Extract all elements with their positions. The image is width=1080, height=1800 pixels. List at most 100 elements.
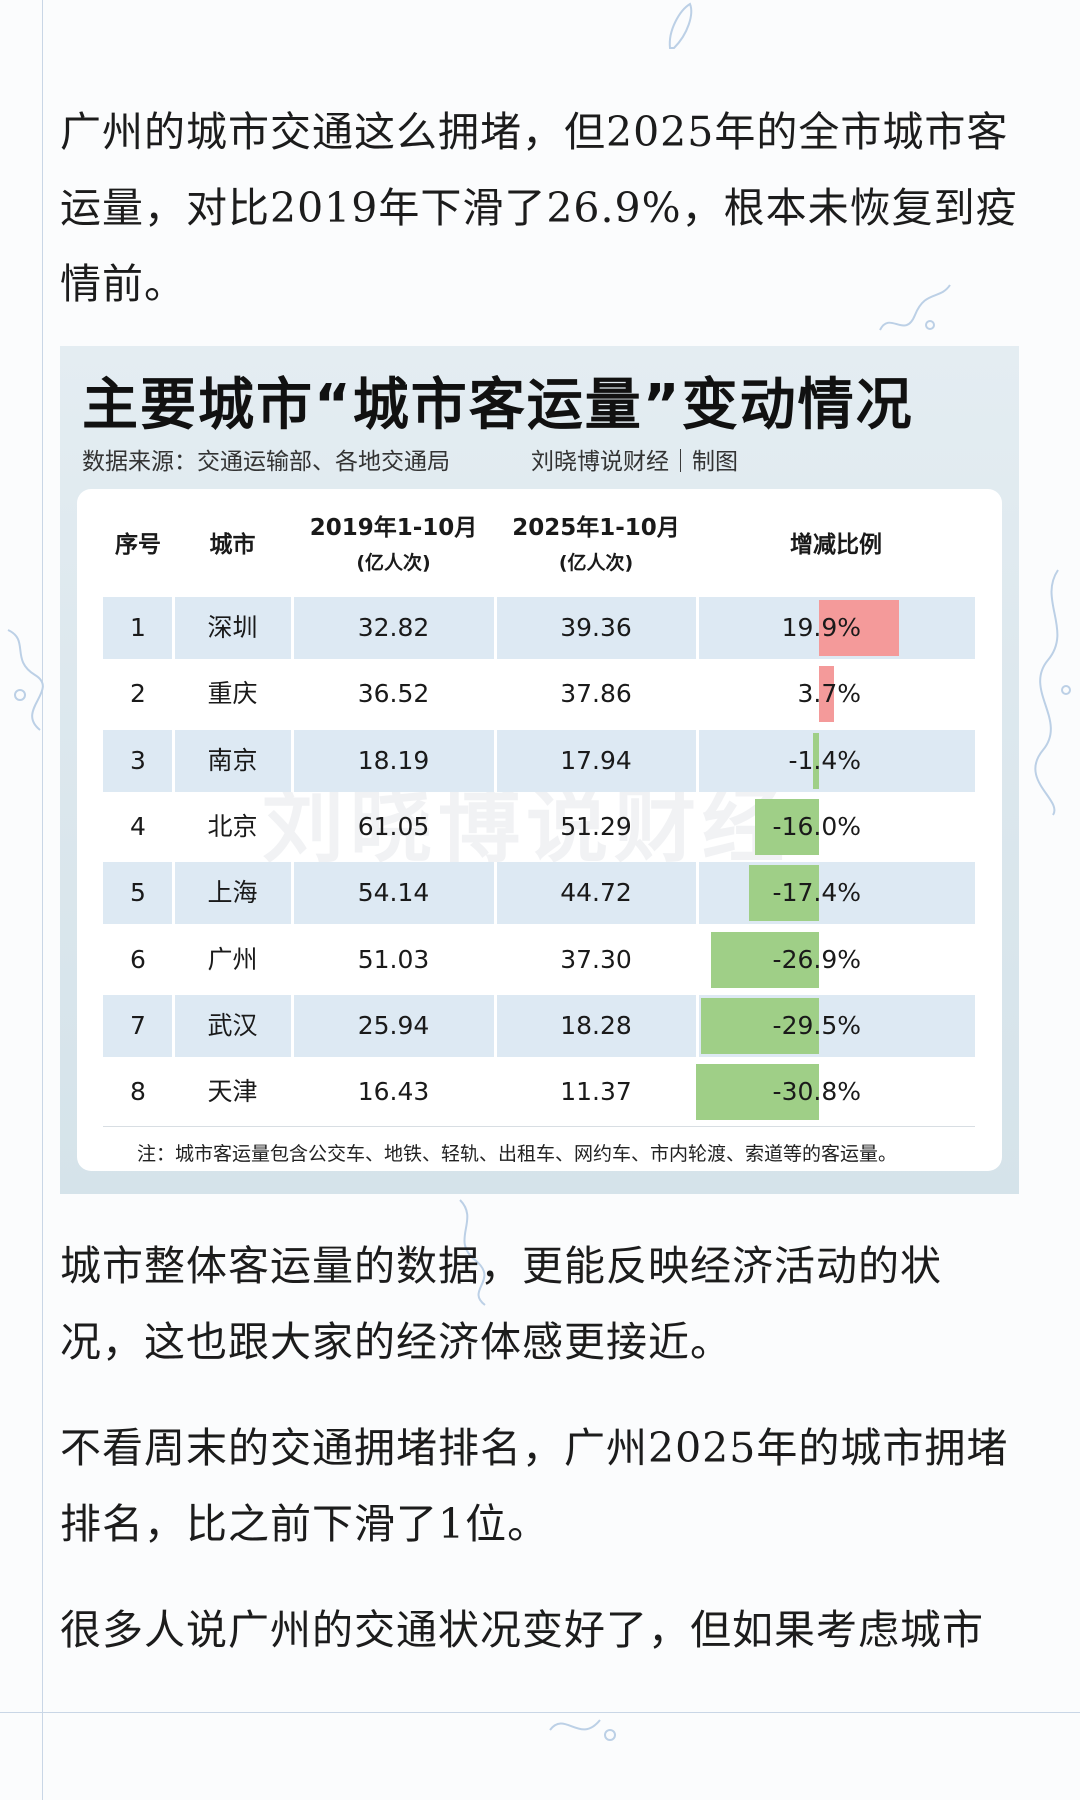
change-bar bbox=[711, 931, 819, 988]
cell-city: 重庆 bbox=[207, 679, 258, 709]
column-separator bbox=[291, 994, 294, 1057]
header-2019-unit: (亿人次) bbox=[356, 552, 431, 574]
change-bar bbox=[701, 997, 819, 1054]
decorative-doodle bbox=[668, 2, 693, 49]
article-paragraph-3: 不看周末的交通拥堵排名，广州2025年的城市拥堵排名，比之前下滑了1位。 bbox=[60, 1424, 1009, 1548]
cell-change-percent: -30.8% bbox=[772, 1077, 861, 1107]
header-2019-label: 2019年1-10月 bbox=[309, 515, 478, 541]
header-2019: 2019年1-10月 (亿人次) bbox=[292, 489, 495, 594]
change-bar bbox=[819, 600, 899, 656]
footer-guide-line bbox=[0, 1712, 1080, 1713]
change-bar bbox=[819, 666, 834, 723]
column-separator bbox=[494, 862, 497, 925]
column-separator bbox=[696, 597, 699, 659]
header-2025-unit: (亿人次) bbox=[558, 552, 634, 574]
header-change: 增减比例 bbox=[697, 489, 975, 594]
table-note: 注：城市客运量包含公交车、地铁、轻轨、出租车、网约车、市内轮渡、索道等的客运量。 bbox=[137, 1143, 898, 1165]
header-2025-label: 2025年1-10月 bbox=[512, 515, 680, 541]
cell-city: 上海 bbox=[207, 878, 258, 908]
cell-index: 2 bbox=[130, 679, 146, 709]
table-row: 1 深圳 32.82 39.36 19.9% bbox=[103, 597, 975, 659]
header-city-label: 城市 bbox=[209, 531, 256, 558]
change-bar bbox=[749, 865, 819, 922]
decorative-doodle bbox=[1034, 569, 1071, 816]
cell-2019-value: 61.05 bbox=[357, 811, 430, 841]
column-separator bbox=[696, 862, 699, 925]
article-paragraph-2: 城市整体客运量的数据，更能反映经济活动的状况，这也跟大家的经济体感更接近。 bbox=[60, 1242, 942, 1366]
article-paragraph-4: 很多人说广州的交通状况变好了，但如果考虑城市 bbox=[60, 1606, 984, 1654]
column-separator bbox=[494, 597, 497, 659]
cell-index: 5 bbox=[130, 878, 146, 908]
infographic-title: 主要城市“城市客运量”变动情况 bbox=[82, 373, 914, 438]
column-separator bbox=[291, 729, 294, 792]
cell-city: 南京 bbox=[207, 745, 258, 775]
cell-2025-value: 44.72 bbox=[560, 878, 632, 908]
change-bar bbox=[755, 798, 819, 855]
passenger-volume-infographic: 主要城市“城市客运量”变动情况 数据来源：交通运输部、各地交通局 刘晓博说财经｜… bbox=[60, 346, 1019, 1194]
table-row: 5 上海 54.14 44.72 -17.4% bbox=[103, 862, 975, 925]
decorative-doodle bbox=[549, 1719, 616, 1741]
table-row: 2 重庆 36.52 37.86 3.7% bbox=[103, 663, 975, 725]
cell-index: 3 bbox=[130, 745, 146, 775]
table-row: 7 武汉 25.94 18.28 -29.5% bbox=[103, 994, 975, 1057]
cell-index: 1 bbox=[130, 613, 146, 642]
header-index-label: 序号 bbox=[115, 531, 161, 558]
cell-change-percent: -1.4% bbox=[788, 745, 861, 775]
table-card: 刘晓博说财经 序号 城市 2019年1-10月 (亿人次) 2025年1-10月… bbox=[77, 489, 1002, 1171]
column-separator bbox=[172, 597, 175, 659]
cell-change-percent: -17.4% bbox=[772, 878, 861, 908]
change-bar bbox=[813, 732, 819, 789]
cell-2019-value: 54.14 bbox=[357, 878, 430, 908]
article-paragraph-1: 广州的城市交通这么拥堵，但2025年的全市城市客运量，对比2019年下滑了26.… bbox=[60, 108, 1018, 308]
column-separator bbox=[172, 994, 175, 1057]
column-separator bbox=[696, 729, 699, 792]
cell-change-percent: -29.5% bbox=[772, 1010, 861, 1040]
cell-city: 深圳 bbox=[207, 613, 258, 642]
header-change-label: 增减比例 bbox=[790, 531, 882, 558]
column-separator bbox=[172, 862, 175, 925]
infographic-credit: 刘晓博说财经｜制图 bbox=[531, 449, 738, 475]
note-divider bbox=[103, 1126, 975, 1127]
header-index: 序号 bbox=[103, 489, 173, 594]
table-row: 6 广州 51.03 37.30 -26.9% bbox=[103, 929, 975, 991]
table-header: 序号 城市 2019年1-10月 (亿人次) 2025年1-10月 (亿人次) … bbox=[77, 489, 1002, 594]
cell-index: 8 bbox=[130, 1077, 146, 1107]
table-row: 3 南京 18.19 17.94 -1.4% bbox=[103, 729, 975, 792]
cell-2019-value: 18.19 bbox=[357, 745, 430, 775]
header-city: 城市 bbox=[173, 489, 292, 594]
change-bar bbox=[695, 1064, 819, 1121]
cell-index: 4 bbox=[130, 811, 146, 841]
cell-city: 广州 bbox=[207, 944, 258, 974]
cell-city: 武汉 bbox=[207, 1010, 258, 1040]
cell-2019-value: 51.03 bbox=[357, 944, 430, 974]
cell-2025-value: 39.36 bbox=[560, 613, 632, 642]
cell-change-percent: -16.0% bbox=[772, 811, 861, 841]
cell-change-percent: 3.7% bbox=[797, 679, 861, 709]
cell-2025-value: 37.86 bbox=[560, 679, 632, 709]
cell-2025-value: 11.37 bbox=[560, 1077, 632, 1107]
column-separator bbox=[291, 597, 294, 659]
cell-2025-value: 18.28 bbox=[560, 1010, 632, 1040]
column-separator bbox=[172, 729, 175, 792]
cell-2025-value: 17.94 bbox=[560, 745, 632, 775]
cell-index: 7 bbox=[130, 1010, 146, 1040]
cell-change-percent: -26.9% bbox=[772, 944, 861, 974]
column-separator bbox=[494, 729, 497, 792]
header-2025: 2025年1-10月 (亿人次) bbox=[495, 489, 697, 594]
cell-city: 天津 bbox=[207, 1077, 258, 1107]
infographic-source: 数据来源：交通运输部、各地交通局 bbox=[82, 449, 450, 475]
table-row: 8 天津 16.43 11.37 -30.8% bbox=[103, 1061, 975, 1123]
column-separator bbox=[696, 994, 699, 1057]
cell-change-percent: 19.9% bbox=[781, 613, 861, 642]
table-row: 4 北京 61.05 51.29 -16.0% bbox=[103, 796, 975, 858]
cell-2019-value: 32.82 bbox=[357, 613, 430, 642]
margin-guide-line bbox=[42, 0, 43, 1800]
cell-2025-value: 51.29 bbox=[560, 811, 632, 841]
cell-2025-value: 37.30 bbox=[560, 944, 632, 974]
watermark: 刘晓博说财经 bbox=[262, 779, 791, 874]
decorative-doodle bbox=[7, 629, 44, 731]
cell-2019-value: 25.94 bbox=[357, 1010, 430, 1040]
cell-index: 6 bbox=[130, 944, 146, 974]
cell-2019-value: 36.52 bbox=[357, 679, 430, 709]
cell-2019-value: 16.43 bbox=[357, 1077, 430, 1107]
